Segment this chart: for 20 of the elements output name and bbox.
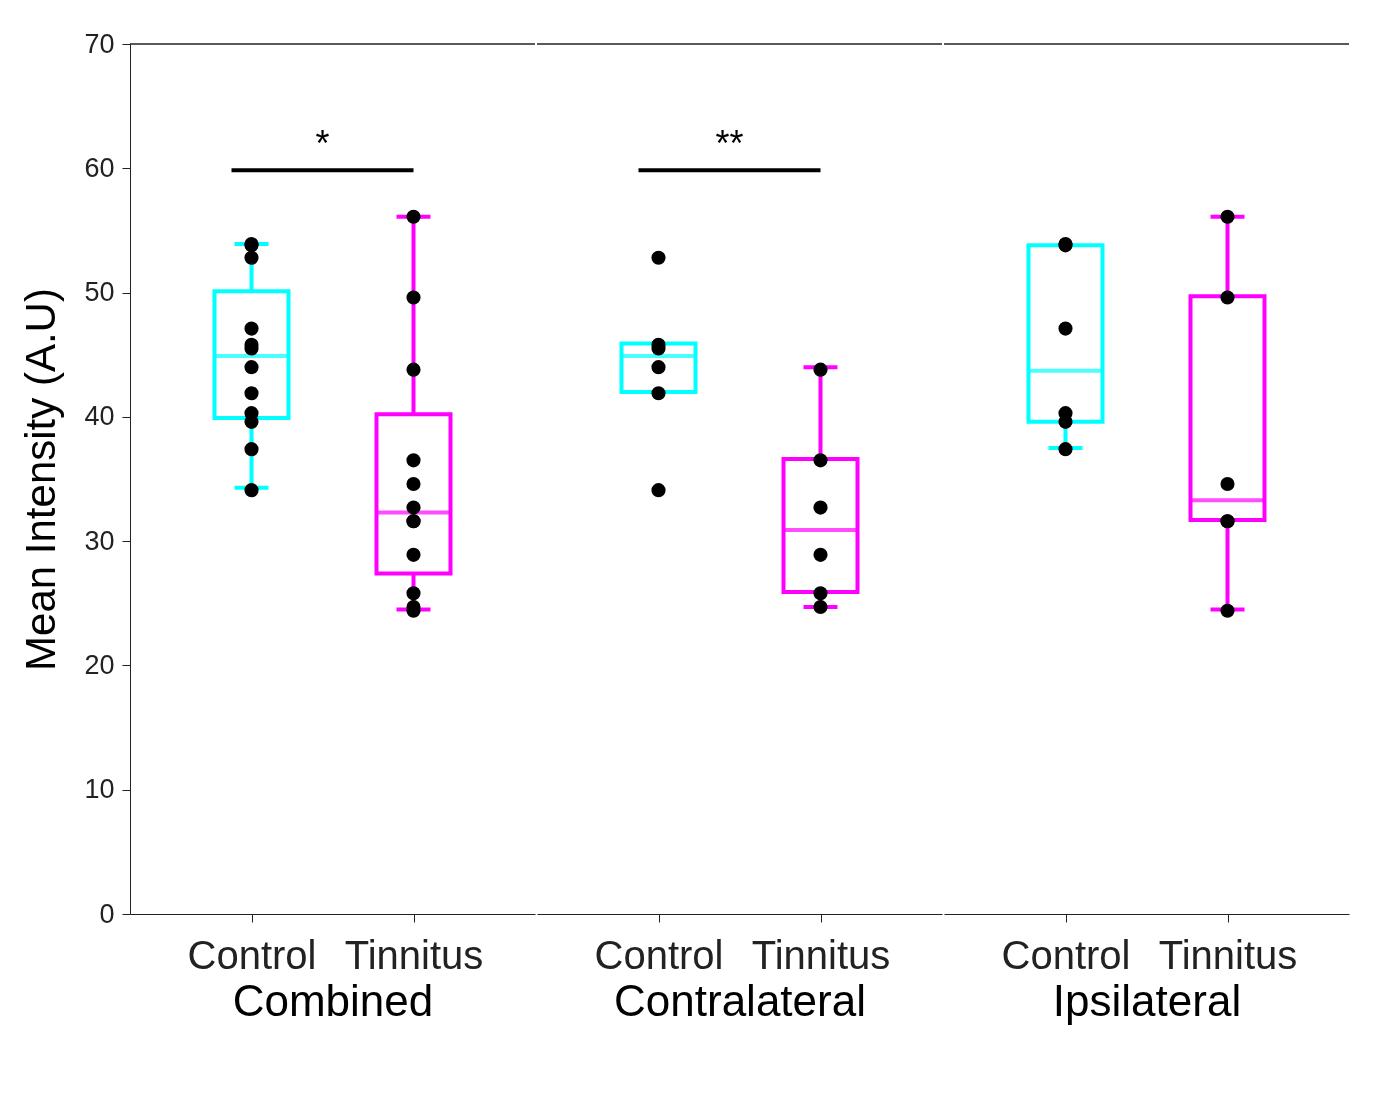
x-tick-label: Tinnitus: [344, 932, 484, 977]
y-tick-label: 70: [84, 28, 115, 59]
x-tick-label: Tinnitus: [1158, 932, 1298, 977]
annotation: *: [315, 123, 330, 165]
x-axis-title: Contralateral: [614, 975, 866, 1025]
y-tick-label: 40: [84, 401, 115, 432]
x-tick-label: Control: [594, 932, 724, 977]
x-axis-title: Ipsilateral: [1052, 975, 1242, 1025]
x-tick-label: Tinnitus: [751, 932, 891, 977]
x-tick-label: Control: [187, 932, 317, 977]
y-tick-label: 30: [84, 525, 115, 556]
y-tick-label: 10: [84, 774, 115, 805]
x-axis-title: Combined: [232, 975, 434, 1025]
y-tick-label: 60: [84, 152, 115, 183]
y-tick-label: 0: [99, 898, 115, 929]
x-tick-label: Control: [1001, 932, 1131, 977]
annotation: **: [715, 123, 744, 165]
y-tick-label: 50: [84, 277, 115, 308]
y-axis-title: Mean Intensity (A.U): [17, 288, 65, 671]
y-tick-label: 20: [84, 649, 115, 680]
